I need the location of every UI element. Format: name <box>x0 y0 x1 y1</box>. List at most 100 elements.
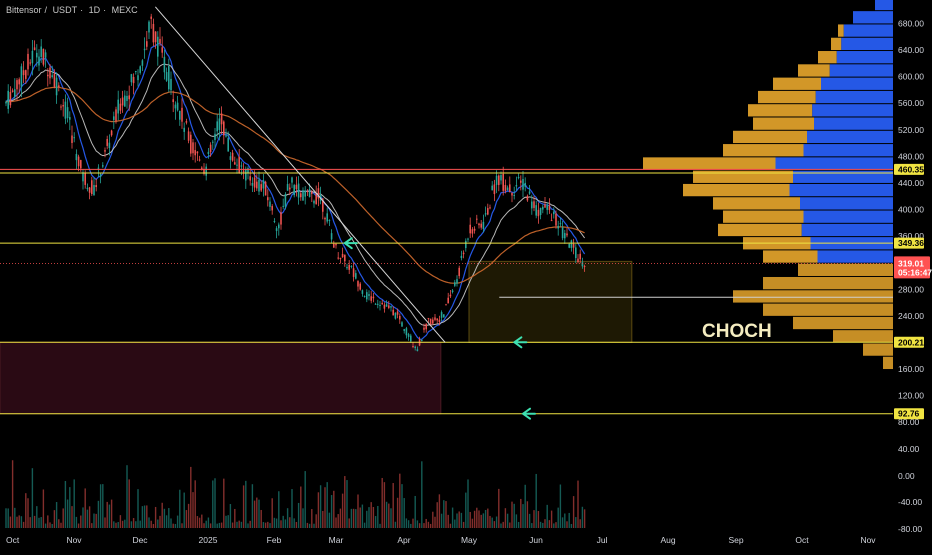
symbol-name: Bittensor <box>6 5 42 15</box>
candle-body <box>295 184 298 189</box>
volume-bar <box>407 520 410 528</box>
candle-body <box>498 175 500 186</box>
volume-bar <box>20 516 23 528</box>
volume-bar <box>577 480 579 528</box>
current-price-tag-bg <box>894 256 930 279</box>
volume-bar <box>515 514 518 528</box>
price-tick-label: 280.00 <box>898 284 924 294</box>
moving-average-line <box>5 86 585 284</box>
candle-body <box>511 192 513 196</box>
volume-bar <box>106 501 108 528</box>
candle-body <box>130 74 133 83</box>
volume-bar <box>467 479 469 528</box>
candle-body <box>190 134 192 154</box>
volume-bar <box>460 512 463 528</box>
volume-bar <box>456 513 458 528</box>
volume-bar <box>88 506 91 528</box>
candle-body <box>425 323 427 330</box>
candle-body <box>214 133 216 140</box>
candle-body <box>181 107 183 122</box>
time-tick-label: Dec <box>132 535 148 545</box>
volume-bar <box>124 519 126 528</box>
volume-profile-bar <box>833 330 893 343</box>
volume-profile-bar <box>683 183 790 197</box>
volume-bar <box>432 511 434 528</box>
candle-body <box>251 182 254 186</box>
volume-bar <box>253 500 256 528</box>
lower-zone <box>0 341 442 415</box>
candle-body <box>14 89 16 97</box>
volume-profile-bar <box>733 130 807 144</box>
volume-bar <box>341 493 344 528</box>
candle-body <box>557 225 559 229</box>
volume-bar <box>414 495 416 528</box>
candle-body <box>484 213 487 215</box>
volume-bar <box>170 518 172 528</box>
volume-bar <box>251 484 254 528</box>
symbol-header[interactable]: Bittensor / USDT · 1D · MEXC <box>6 5 141 15</box>
volume-bar <box>36 506 38 528</box>
volume-bar <box>469 511 471 528</box>
candle-body <box>407 334 410 337</box>
time-tick-label: Oct <box>795 535 809 545</box>
candle-body <box>544 204 546 208</box>
trendline <box>154 6 446 343</box>
volume-bar <box>47 515 49 528</box>
candle-body <box>396 311 399 315</box>
candle-body <box>209 144 212 153</box>
volume-bar <box>374 516 377 528</box>
volume-bar <box>205 520 207 528</box>
volume-bar <box>405 518 408 528</box>
volume-bar <box>11 460 14 528</box>
volume-bar <box>212 480 214 528</box>
volume-bar <box>108 504 111 528</box>
candle-body <box>9 91 12 106</box>
candle-body <box>531 201 533 209</box>
candle-body <box>401 322 403 327</box>
candle-body <box>399 315 401 320</box>
volume-bar <box>172 523 174 528</box>
candle-body <box>480 223 482 228</box>
candle-body <box>372 296 375 299</box>
candle-body <box>520 180 522 183</box>
candle-body <box>148 21 150 33</box>
candle-body <box>403 329 405 331</box>
volume-bar <box>176 515 179 528</box>
volume-profile-bar <box>817 250 893 263</box>
volume-bar <box>388 503 390 528</box>
volume-bar <box>465 492 467 528</box>
time-tick-label: Apr <box>397 535 410 545</box>
volume-bar <box>113 521 115 528</box>
candle-body <box>308 189 311 197</box>
candle-body <box>414 346 416 349</box>
volume-profile-bar <box>801 223 893 237</box>
volume-bar <box>168 508 170 528</box>
candle-body <box>339 257 342 260</box>
pair-slash: / <box>44 5 48 15</box>
volume-bar <box>161 502 163 528</box>
volume-bar <box>132 518 135 528</box>
volume-profile-bar <box>883 356 893 370</box>
volume-bar <box>484 509 487 528</box>
volume-bar <box>559 484 562 528</box>
volume-profile-bar <box>763 303 893 316</box>
volume-bar <box>231 522 234 528</box>
candle-body <box>269 201 271 207</box>
volume-bar <box>300 486 302 528</box>
volume-bar <box>372 506 375 528</box>
volume-bar <box>14 507 16 528</box>
candle-body <box>377 303 379 305</box>
candle-body <box>55 77 58 96</box>
candle-body <box>581 262 584 267</box>
time-tick-label: 2025 <box>199 535 218 545</box>
candle-body <box>504 184 507 192</box>
candle-body <box>216 121 218 132</box>
candle-body <box>575 247 577 259</box>
candle-body <box>258 179 260 192</box>
candle-body <box>139 66 141 73</box>
volume-bar <box>489 515 491 528</box>
candle-body <box>346 266 348 269</box>
candle-body <box>201 167 203 169</box>
